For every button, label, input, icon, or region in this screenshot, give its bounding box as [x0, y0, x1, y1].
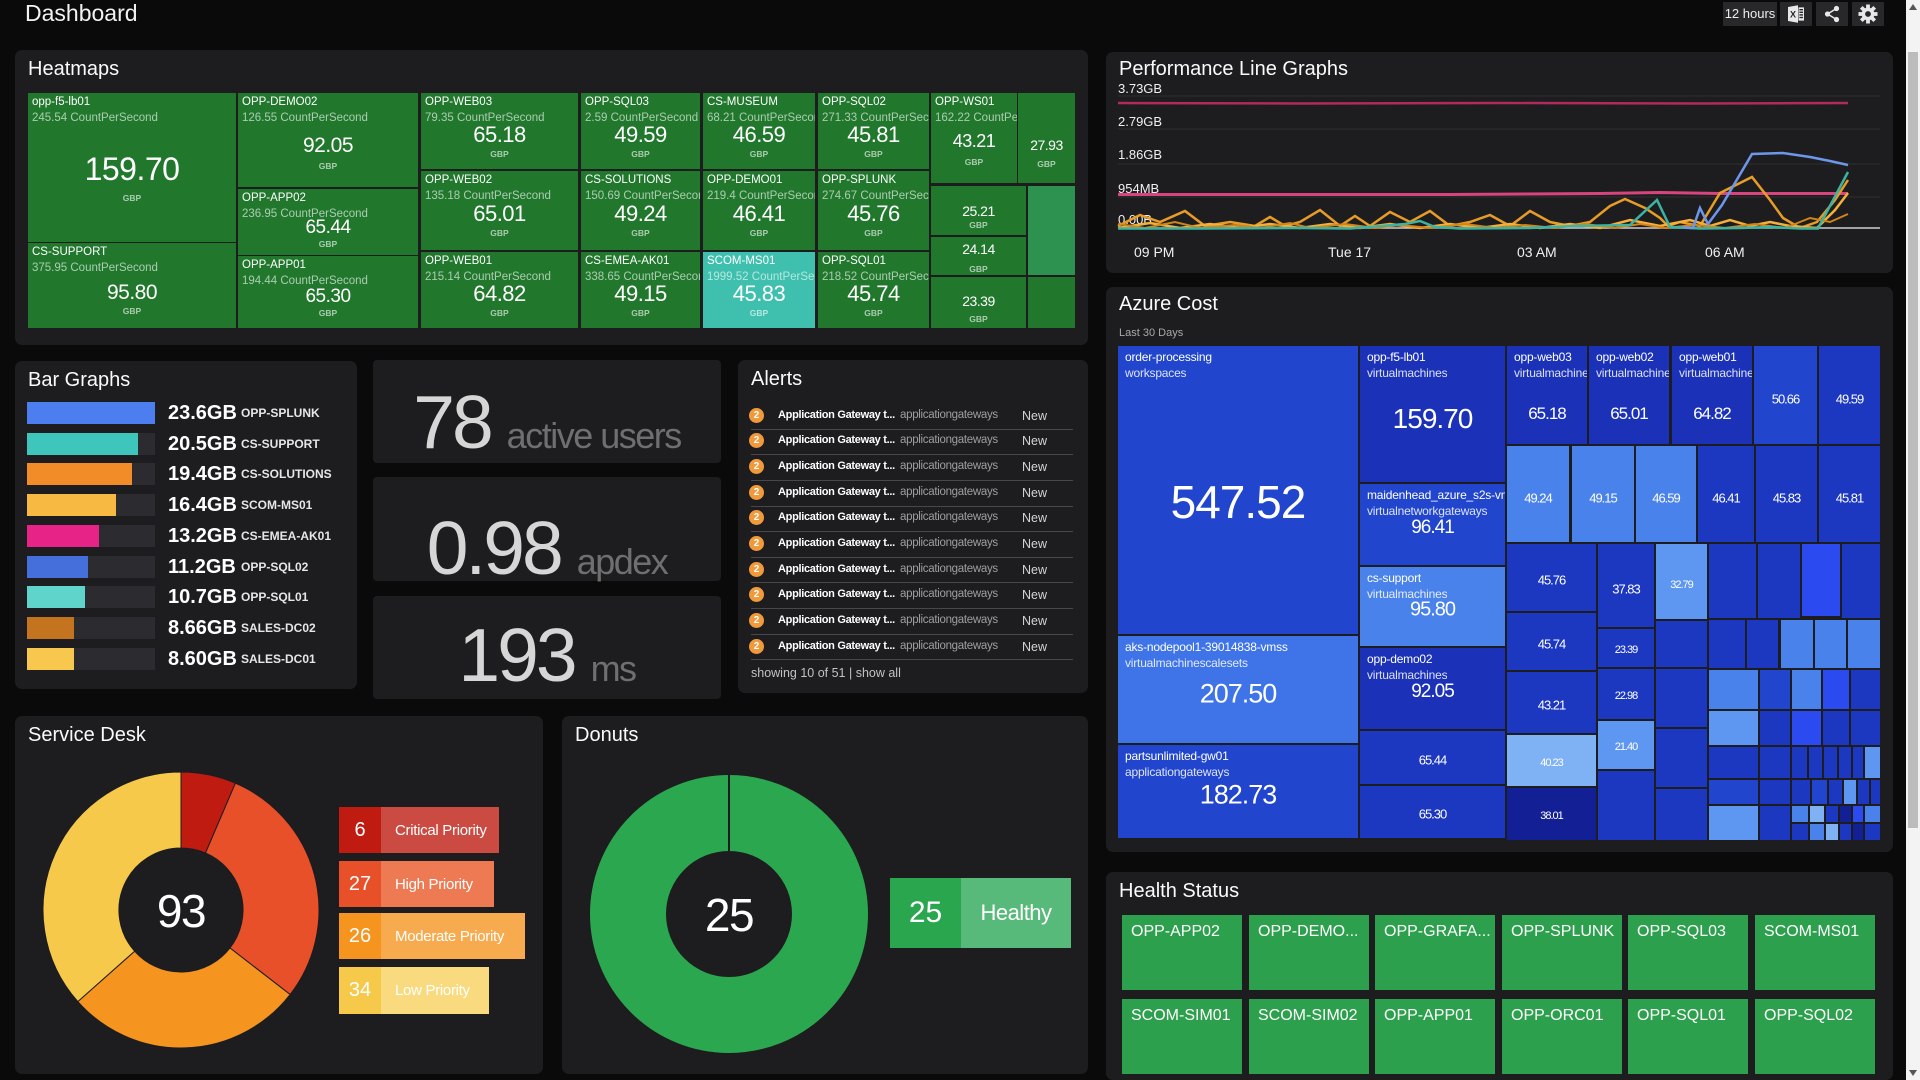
svg-text:09 PM: 09 PM: [1134, 244, 1174, 260]
svg-text:X: X: [1790, 10, 1796, 20]
svg-text:03 AM: 03 AM: [1517, 244, 1557, 260]
svg-text:93: 93: [157, 885, 205, 937]
svg-text:954MB: 954MB: [1118, 181, 1159, 196]
svg-text:1.86GB: 1.86GB: [1118, 147, 1162, 162]
svg-text:06 AM: 06 AM: [1705, 244, 1745, 260]
svg-text:25: 25: [705, 889, 753, 941]
svg-text:3.73GB: 3.73GB: [1118, 81, 1162, 96]
svg-text:Tue 17: Tue 17: [1328, 244, 1371, 260]
svg-text:2.79GB: 2.79GB: [1118, 114, 1162, 129]
